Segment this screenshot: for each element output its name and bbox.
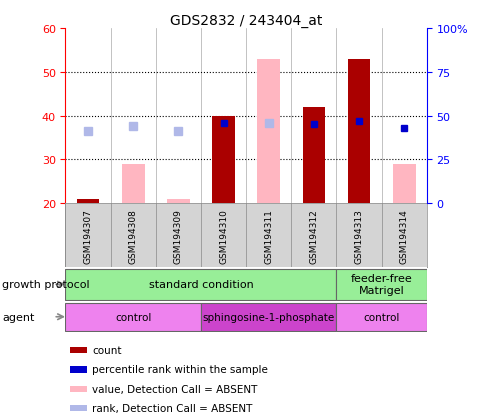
Text: GSM194310: GSM194310 — [219, 208, 227, 263]
Bar — [167, 199, 189, 204]
Bar — [70, 386, 87, 392]
Bar — [212, 116, 234, 204]
Bar — [70, 366, 87, 373]
Text: GSM194311: GSM194311 — [264, 208, 272, 263]
Bar — [347, 59, 370, 204]
Text: GSM194308: GSM194308 — [128, 208, 137, 263]
Text: agent: agent — [2, 312, 35, 322]
Bar — [70, 405, 87, 411]
Title: GDS2832 / 243404_at: GDS2832 / 243404_at — [169, 14, 322, 28]
Text: control: control — [363, 312, 399, 322]
Bar — [392, 164, 415, 204]
Text: GSM194313: GSM194313 — [354, 208, 363, 263]
Bar — [336, 269, 426, 300]
Bar — [302, 107, 324, 204]
Text: sphingosine-1-phosphate: sphingosine-1-phosphate — [202, 312, 334, 322]
Bar — [76, 199, 99, 204]
Text: growth protocol: growth protocol — [2, 280, 90, 290]
Bar — [336, 303, 426, 331]
Bar — [200, 303, 336, 331]
Bar — [257, 59, 279, 204]
Bar — [70, 347, 87, 354]
Text: GSM194314: GSM194314 — [399, 208, 408, 263]
Text: GSM194309: GSM194309 — [174, 208, 182, 263]
Text: GSM194312: GSM194312 — [309, 208, 318, 263]
Text: standard condition: standard condition — [148, 280, 253, 290]
Text: percentile rank within the sample: percentile rank within the sample — [92, 365, 268, 375]
Bar — [121, 164, 144, 204]
Text: value, Detection Call = ABSENT: value, Detection Call = ABSENT — [92, 384, 257, 394]
Text: GSM194307: GSM194307 — [83, 208, 92, 263]
Text: control: control — [115, 312, 151, 322]
Text: feeder-free
Matrigel: feeder-free Matrigel — [350, 274, 412, 295]
Bar — [65, 303, 200, 331]
Text: rank, Detection Call = ABSENT: rank, Detection Call = ABSENT — [92, 403, 252, 413]
Text: count: count — [92, 345, 121, 355]
Bar — [65, 269, 336, 300]
